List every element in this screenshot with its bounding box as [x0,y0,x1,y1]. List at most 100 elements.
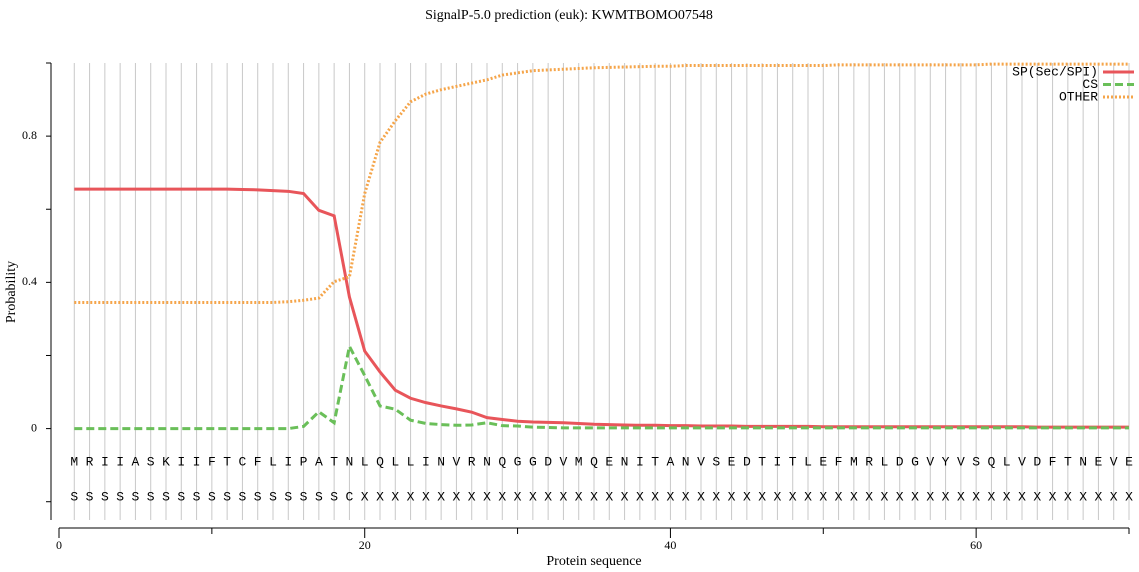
residue: T [330,454,338,469]
residue: E [819,454,827,469]
residue-label: X [1003,489,1011,504]
residue-label: S [177,489,185,504]
residue-label: S [269,489,277,504]
residue: P [300,454,308,469]
residue-label: X [942,489,950,504]
residue-label: X [1110,489,1118,504]
residue-label: S [101,489,109,504]
residue-label: X [483,489,491,504]
residue-label: X [1033,489,1041,504]
residue-label: X [697,489,705,504]
residue: C [239,454,247,469]
residue-label: X [453,489,461,504]
residue-label: X [957,489,965,504]
residue: Q [988,454,996,469]
x-tick-label: 40 [664,538,676,552]
residue-label: S [86,489,94,504]
residue-label: X [605,489,613,504]
residue: K [162,454,170,469]
residue: E [605,454,613,469]
residue-label: X [590,489,598,504]
residue-label: X [636,489,644,504]
residue: R [865,454,873,469]
residue: A [315,454,323,469]
residue: A [667,454,675,469]
residue-label: S [70,489,78,504]
residue: N [346,454,354,469]
residue: M [850,454,858,469]
residue: F [1049,454,1057,469]
residue: D [743,454,751,469]
residue: L [881,454,889,469]
residue: I [422,454,430,469]
y-axis-label: Probability [4,261,19,323]
x-tick-label: 20 [359,538,371,552]
residue: G [514,454,522,469]
residue: F [835,454,843,469]
residue-label: X [712,489,720,504]
residue-label: S [132,489,140,504]
residue: D [544,454,552,469]
residue-label: S [147,489,155,504]
residue: F [208,454,216,469]
residue-label: X [1018,489,1026,504]
residue: V [697,454,705,469]
residue: L [361,454,369,469]
legend-label: CS [1082,77,1098,92]
residue: L [407,454,415,469]
series-line [74,187,1129,429]
residue: R [468,454,476,469]
residue: M [575,454,583,469]
residue-label: X [651,489,659,504]
residue: L [804,454,812,469]
residue: M [70,454,78,469]
residue: N [1079,454,1087,469]
x-tick-label: 60 [970,538,982,552]
residue: Q [590,454,598,469]
residue-label: S [116,489,124,504]
residue-label: X [774,489,782,504]
residue-label: X [667,489,675,504]
residue-label: X [819,489,827,504]
residue: L [1003,454,1011,469]
residue: S [972,454,980,469]
residue-label: X [391,489,399,504]
residue: I [101,454,109,469]
residue-label: S [330,489,338,504]
residue-label: S [162,489,170,504]
residue: T [223,454,231,469]
residue-label: X [560,489,568,504]
residue: E [1095,454,1103,469]
y-tick-label: 0.4 [22,274,37,288]
residue-label: X [437,489,445,504]
residue-label: X [1064,489,1072,504]
series-line [74,341,1129,431]
residue: V [453,454,461,469]
residue-label: S [223,489,231,504]
residue-label: S [300,489,308,504]
residue: E [1125,454,1133,469]
residue-label: X [988,489,996,504]
residue: G [911,454,919,469]
residue-label: S [284,489,292,504]
series-line [74,62,1129,304]
residue: Y [942,454,950,469]
residue-label: X [1079,489,1087,504]
residue-label: X [1049,489,1057,504]
residue: T [651,454,659,469]
residue-label: X [743,489,751,504]
residue-label: S [193,489,201,504]
residue-label: X [835,489,843,504]
residue: F [254,454,262,469]
y-tick-label: 0.8 [22,128,37,142]
residue-label: S [254,489,262,504]
y-tick-label: 0 [31,420,37,434]
residue-label: X [972,489,980,504]
x-tick-label: 0 [56,538,62,552]
residue: I [774,454,782,469]
residue: Q [498,454,506,469]
residue-label: X [865,489,873,504]
residue: V [1018,454,1026,469]
residue-label: C [346,489,354,504]
residue: V [926,454,934,469]
